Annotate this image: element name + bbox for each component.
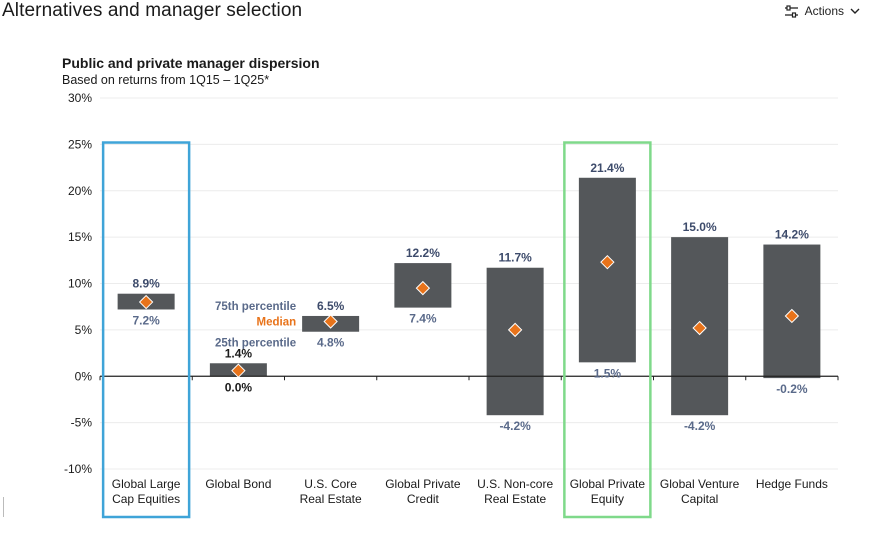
median-marker: [507, 322, 523, 338]
y-tick-label: 30%: [68, 91, 92, 105]
category-label: Global Large: [112, 477, 181, 491]
category-label: U.S. Non-core: [477, 477, 553, 491]
lower-percentile-label: 7.2%: [132, 313, 160, 327]
left-edge-divider: [3, 497, 4, 517]
upper-percentile-label: 11.7%: [498, 251, 532, 265]
category-label: Real Estate: [300, 492, 362, 506]
bar: [486, 267, 544, 416]
bar: [578, 177, 636, 363]
actions-button[interactable]: Actions: [784, 4, 860, 18]
category-label: Cap Equities: [112, 492, 180, 506]
y-tick-label: 15%: [68, 230, 92, 244]
highlight-box: [101, 141, 191, 519]
y-tick-label: 20%: [68, 184, 92, 198]
upper-percentile-label: 6.5%: [317, 299, 345, 313]
median-marker: [692, 320, 707, 336]
upper-percentile-label: 15.0%: [683, 220, 717, 234]
median-marker: [323, 314, 338, 329]
y-tick-label: 5%: [75, 323, 93, 337]
category-label: Capital: [681, 492, 718, 506]
page-title: Alternatives and manager selection: [2, 0, 303, 21]
lower-percentile-label: 7.4%: [409, 312, 437, 326]
upper-percentile-label: 8.9%: [132, 277, 160, 291]
category-label: Global Private: [570, 477, 646, 491]
lower-percentile-label: 0.0%: [225, 380, 253, 394]
category-label: Credit: [407, 492, 440, 506]
category-label: Global Bond: [205, 477, 271, 491]
chevron-down-icon: [850, 8, 860, 15]
category-label: Global Venture: [660, 477, 740, 491]
median-marker: [600, 254, 615, 270]
upper-percentile-label: 21.4%: [590, 161, 624, 175]
category-label: Hedge Funds: [756, 477, 828, 491]
annotation-median: Median: [257, 317, 297, 329]
chart-title: Public and private manager dispersion: [62, 55, 320, 71]
sliders-icon: [784, 4, 799, 18]
lower-percentile-label: 1.5%: [594, 366, 622, 380]
y-tick-label: 10%: [68, 277, 92, 291]
median-marker: [231, 363, 246, 378]
upper-percentile-label: 1.4%: [225, 346, 253, 360]
lower-percentile-label: -4.2%: [684, 419, 716, 433]
y-tick-label: 25%: [68, 137, 92, 151]
category-label: Real Estate: [484, 492, 546, 506]
lower-percentile-label: 4.8%: [317, 336, 345, 350]
actions-label: Actions: [804, 4, 844, 18]
highlight-box: [563, 141, 652, 519]
y-tick-label: 0%: [75, 369, 93, 383]
median-marker: [138, 294, 154, 310]
annotation-25th-percentile: 25th percentile: [215, 338, 296, 350]
median-marker: [415, 280, 431, 296]
category-label: Global Private: [385, 477, 461, 491]
upper-percentile-label: 14.2%: [775, 228, 809, 242]
lower-percentile-label: -4.2%: [499, 419, 531, 433]
y-tick-label: -10%: [64, 462, 92, 476]
chart-subtitle: Based on returns from 1Q15 – 1Q25*: [62, 73, 270, 87]
lower-percentile-label: -0.2%: [776, 382, 808, 396]
median-marker: [784, 308, 800, 324]
category-label: Equity: [591, 492, 624, 506]
annotation-75th-percentile: 75th percentile: [215, 301, 296, 313]
y-tick-label: -5%: [71, 416, 93, 430]
upper-percentile-label: 12.2%: [406, 246, 440, 260]
category-label: U.S. Core: [304, 477, 357, 491]
